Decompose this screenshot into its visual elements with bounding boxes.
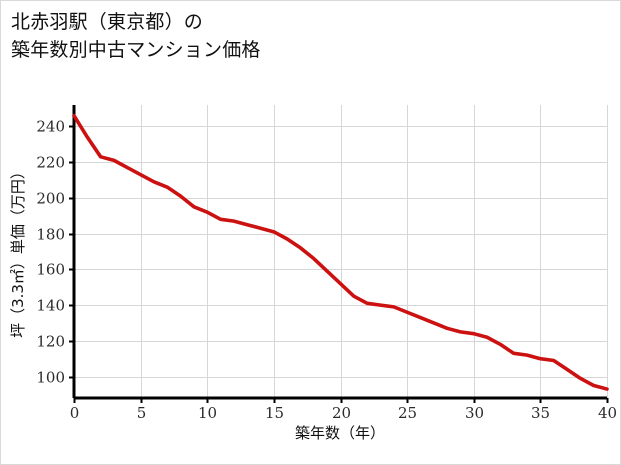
y-tick-label: 220 — [36, 154, 65, 172]
y-tick-label: 240 — [36, 118, 65, 136]
x-tick-labels-group: 0 5 10 15 20 25 30 35 40 — [70, 404, 617, 422]
y-tick-label: 100 — [36, 369, 65, 387]
x-tick-label: 15 — [265, 404, 284, 422]
y-tick-labels-group: 100 120 140 160 180 200 220 240 — [36, 118, 65, 387]
x-tick-label: 20 — [332, 404, 351, 422]
x-tick-label: 35 — [531, 404, 550, 422]
chart-title: 北赤羽駅（東京都）の 築年数別中古マンション価格 — [11, 11, 261, 61]
x-tick-label: 10 — [198, 404, 217, 422]
x-tick-label: 0 — [70, 404, 80, 422]
y-tick-label: 200 — [36, 190, 65, 208]
y-tick-label: 120 — [36, 333, 65, 351]
y-tick-label: 160 — [36, 261, 65, 279]
x-axis-title: 築年数（年） — [295, 424, 385, 442]
y-tick-label: 140 — [36, 297, 65, 315]
y-axis-title: 坪（3.3㎡）単価（万円） — [9, 164, 27, 338]
y-tick-label: 180 — [36, 226, 65, 244]
x-tick-label: 40 — [598, 404, 617, 422]
x-tick-label: 30 — [465, 404, 484, 422]
gridlines-group — [74, 105, 609, 398]
axis-spines-group — [72, 105, 607, 400]
x-tick-label: 25 — [398, 404, 417, 422]
tickmarks-group — [69, 125, 609, 403]
price-line-series — [72, 113, 609, 391]
x-tick-label: 5 — [137, 404, 147, 422]
